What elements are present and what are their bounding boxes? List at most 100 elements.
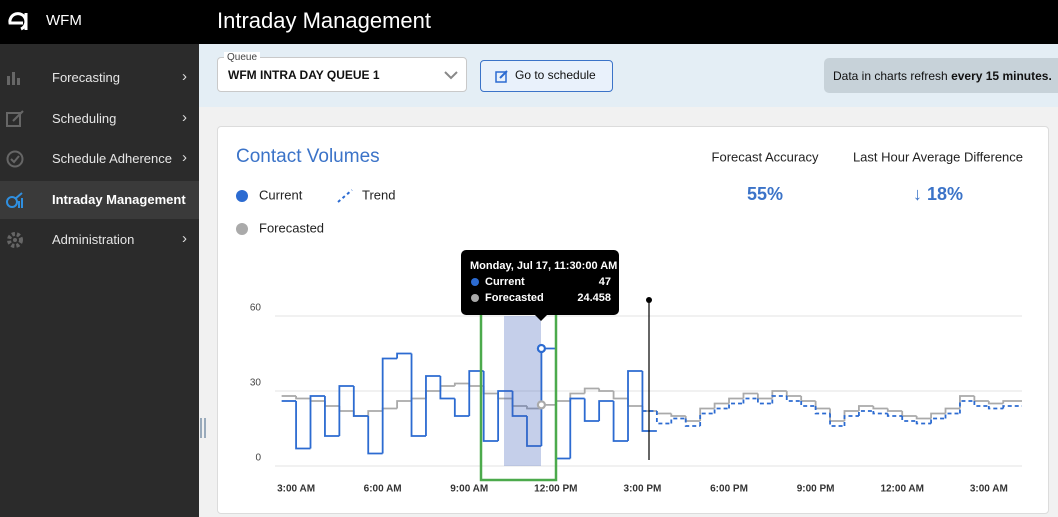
step-segment — [684, 416, 701, 422]
icon — [495, 70, 508, 83]
step-segment — [944, 412, 960, 419]
legend-label: Forecasted — [259, 220, 324, 235]
dropdown-arrow — [444, 71, 458, 80]
nav-label: Schedule Adherence — [52, 151, 172, 166]
resize-handle[interactable] — [200, 418, 206, 438]
page-title: Intraday Management — [217, 8, 432, 33]
step-segment — [309, 398, 325, 402]
stat-value: 55% — [747, 184, 783, 204]
x-tick-label: 9:00 AM — [450, 484, 488, 495]
step-segment — [295, 401, 311, 450]
note-text: Data in charts refresh — [833, 69, 952, 83]
x-tick-label: 3:00 PM — [624, 484, 662, 495]
step-segment — [728, 397, 744, 404]
step-segment — [742, 392, 758, 399]
step-segment — [453, 398, 470, 417]
now-marker — [646, 297, 652, 303]
nav-item[interactable]: Scheduling › — [0, 100, 199, 138]
step-segment — [987, 401, 1004, 405]
tooltip-marker — [471, 294, 479, 302]
select-value: WFM INTRA DAY QUEUE 1 — [228, 68, 380, 82]
step-segment — [439, 385, 455, 391]
step-segment — [973, 401, 989, 407]
nav-item[interactable]: Schedule Adherence › — [0, 140, 199, 178]
step-segment — [901, 416, 917, 422]
step-segment — [699, 407, 715, 421]
tooltip-pointer — [535, 315, 547, 321]
step-segment — [338, 385, 354, 436]
step-segment — [641, 371, 657, 432]
step-segment — [915, 421, 932, 425]
step-segment — [526, 416, 542, 447]
step-segment — [439, 376, 455, 400]
step-segment — [886, 413, 903, 417]
queue-select[interactable]: Queue WFM INTRA DAY QUEUE 1 — [217, 52, 467, 92]
x-tick-label: 12:00 PM — [534, 484, 577, 495]
step-segment — [295, 396, 311, 400]
step-segment — [655, 411, 672, 415]
step-segment — [973, 396, 989, 402]
chart-title: Contact Volumes — [236, 146, 380, 167]
note-text: Data in charts refresh every 15 minutes. — [833, 69, 1052, 83]
step-segment — [829, 413, 845, 427]
tooltip-marker — [471, 278, 479, 286]
tooltip-box — [461, 250, 619, 315]
x-tick-label: 6:00 PM — [710, 484, 748, 495]
icon — [6, 150, 24, 168]
nav-label: Administration — [52, 232, 135, 247]
nav-item[interactable]: Intraday Management — [0, 181, 199, 219]
step-segment — [959, 400, 975, 414]
step-segment — [670, 417, 686, 424]
tooltip-title: Monday, Jul 17, 11:30:00 AM — [470, 260, 617, 272]
go-to-schedule-button[interactable]: Go to schedule — [480, 60, 613, 92]
x-tick-label: 9:00 PM — [797, 484, 835, 495]
refresh-note: Data in charts refresh every 15 minutes. — [824, 58, 1058, 93]
step-segment — [554, 348, 571, 460]
logo — [8, 12, 28, 31]
step-segment — [829, 408, 845, 422]
step-segment — [627, 370, 643, 441]
chevron: › — [182, 230, 187, 247]
step-segment — [482, 386, 499, 395]
step-segment — [872, 406, 888, 410]
y-tick-label: 0 — [255, 453, 261, 464]
chevron: › — [182, 149, 187, 166]
step-segment — [742, 397, 758, 404]
step-segment — [367, 416, 383, 455]
step-segment — [396, 400, 412, 409]
nav-label: Scheduling — [52, 111, 117, 126]
step-segment — [1002, 405, 1022, 409]
step-segment — [771, 390, 787, 399]
hover-marker — [536, 400, 547, 410]
icon — [7, 232, 23, 248]
nav-item[interactable]: Forecasting › — [0, 59, 199, 97]
step-segment — [858, 410, 874, 416]
step-segment — [944, 407, 960, 414]
step-segment — [756, 393, 773, 400]
step-segment — [540, 347, 556, 446]
step-segment — [468, 370, 484, 416]
tooltip-value: 47 — [599, 276, 611, 288]
step-segment — [453, 382, 470, 386]
step-segment — [959, 395, 975, 409]
step-segment — [381, 407, 398, 411]
step-segment — [324, 396, 340, 437]
step-segment — [800, 396, 816, 402]
legend-label: Trend — [362, 187, 395, 202]
step-segment — [930, 412, 946, 419]
icon — [6, 192, 23, 208]
step-segment — [425, 375, 441, 436]
x-tick-label: 3:00 AM — [970, 484, 1008, 495]
nav-item[interactable]: Administration › — [0, 221, 199, 259]
sidebar: Forecasting › Scheduling › Schedule Adhere… — [0, 44, 199, 517]
step-segment — [309, 395, 325, 449]
step-segment — [367, 410, 383, 416]
step-segment — [858, 405, 874, 411]
step-segment — [583, 387, 600, 394]
step-segment — [338, 406, 354, 412]
step-segment — [324, 401, 340, 407]
step-segment — [814, 406, 831, 415]
step-segment — [381, 357, 398, 454]
step-segment — [901, 411, 917, 417]
step-segment — [771, 395, 787, 404]
